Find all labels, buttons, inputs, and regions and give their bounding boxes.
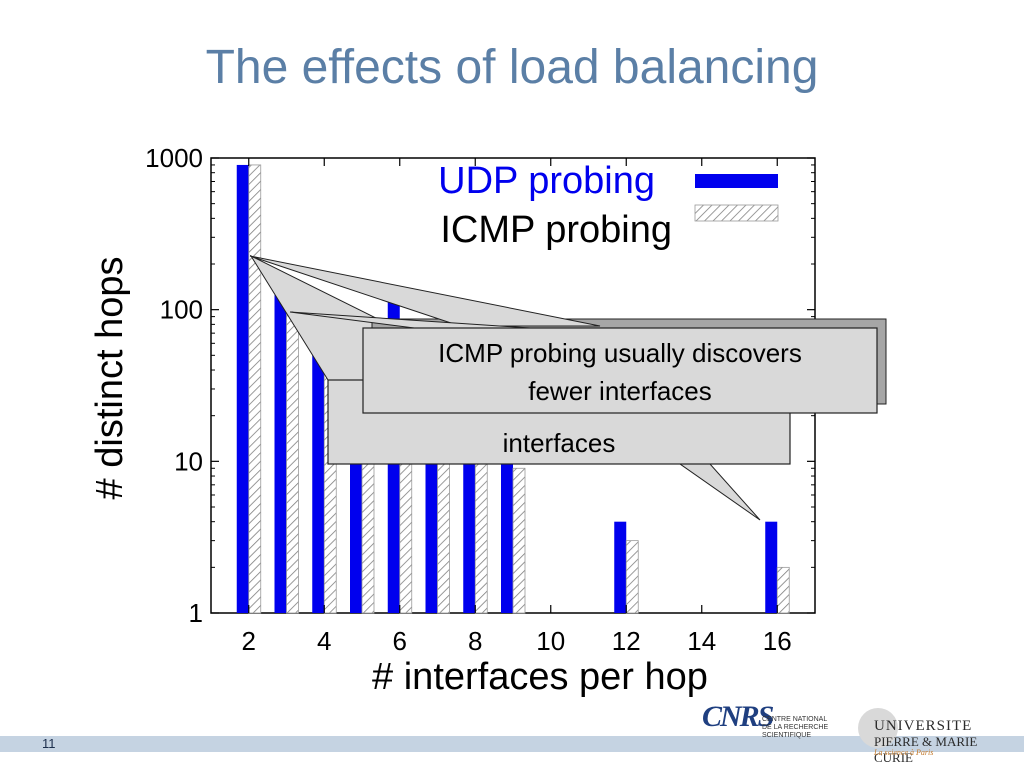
- legend-label-icmp: ICMP probing: [440, 209, 672, 251]
- footer-bar: [0, 736, 1024, 752]
- x-tick-label-4: 4: [317, 626, 331, 656]
- x-tick-label-14: 14: [687, 626, 716, 656]
- x-tick-label-2: 2: [242, 626, 256, 656]
- udp-bar-2: [236, 164, 249, 613]
- legend-label-udp: UDP probing: [438, 160, 655, 202]
- upmc-logo-emblem: [858, 708, 898, 748]
- y-tick-label-100: 100: [160, 295, 203, 325]
- udp-bar-12: [614, 521, 627, 613]
- legend-swatch-icmp: [694, 204, 779, 222]
- bars-group: [236, 164, 790, 614]
- callout-icmp-box: [362, 327, 878, 414]
- x-tick-label-16: 16: [763, 626, 792, 656]
- udp-bar-4: [312, 300, 325, 613]
- ticks-group: 1 10 100 1000 2 4 6 8 10 12 14 16: [145, 143, 815, 656]
- callouts-group: interfaces ICMP probing usually discovers…: [249, 254, 887, 521]
- y-tick-label-10: 10: [174, 446, 203, 476]
- icmp-bar-3: [286, 309, 299, 614]
- callout-icmp-pointer-1: [249, 255, 601, 327]
- upmc-logo-line1: UNIVERSITE: [874, 718, 973, 734]
- cnrs-logo-text: CENTRE NATIONAL DE LA RECHERCHE SCIENTIF…: [762, 716, 829, 739]
- icmp-bar-12: [625, 540, 639, 614]
- x-axis-label: # interfaces per hop: [372, 656, 708, 698]
- legend: UDP probing ICMP probing: [438, 160, 779, 251]
- udp-bar-9: [501, 449, 513, 613]
- icmp-bar-9: [512, 467, 526, 614]
- callout-icmp-text-line1: ICMP probing usually discovers: [438, 338, 802, 368]
- x-tick-label-12: 12: [612, 626, 641, 656]
- x-tick-label-10: 10: [536, 626, 565, 656]
- upmc-logo: UNIVERSITE PIERRE & MARIE CURIE La scien…: [858, 700, 1018, 765]
- slide-title: The effects of load balancing: [205, 41, 819, 94]
- icmp-bar-16: [776, 566, 790, 614]
- bar-chart: 1 10 100 1000 2 4 6 8 10 12 14 16 UDP probing ICMP p…: [89, 143, 887, 698]
- upmc-logo-line2: PIERRE & MARIE CURIE: [874, 734, 978, 765]
- udp-bar-16: [765, 521, 778, 613]
- icmp-bar-2: [248, 164, 262, 614]
- udp-bar-3: [274, 287, 287, 613]
- x-tick-label-6: 6: [393, 626, 407, 656]
- legend-swatch-udp: [695, 174, 778, 188]
- cnrs-logo-mark: CNRS: [702, 700, 774, 733]
- page-number: 11: [42, 736, 56, 751]
- x-tick-label-8: 8: [468, 626, 482, 656]
- callout-udp-text: interfaces: [503, 428, 616, 458]
- y-axis-label: # distinct hops: [89, 257, 131, 500]
- y-tick-label-1000: 1000: [145, 143, 203, 173]
- cnrs-logo: CNRS CENTRE NATIONAL DE LA RECHERCHE SCI…: [702, 700, 842, 756]
- callout-icmp-text-line2: fewer interfaces: [528, 376, 712, 406]
- y-tick-label-1: 1: [189, 598, 203, 628]
- upmc-logo-line3: La science à Paris: [874, 748, 934, 757]
